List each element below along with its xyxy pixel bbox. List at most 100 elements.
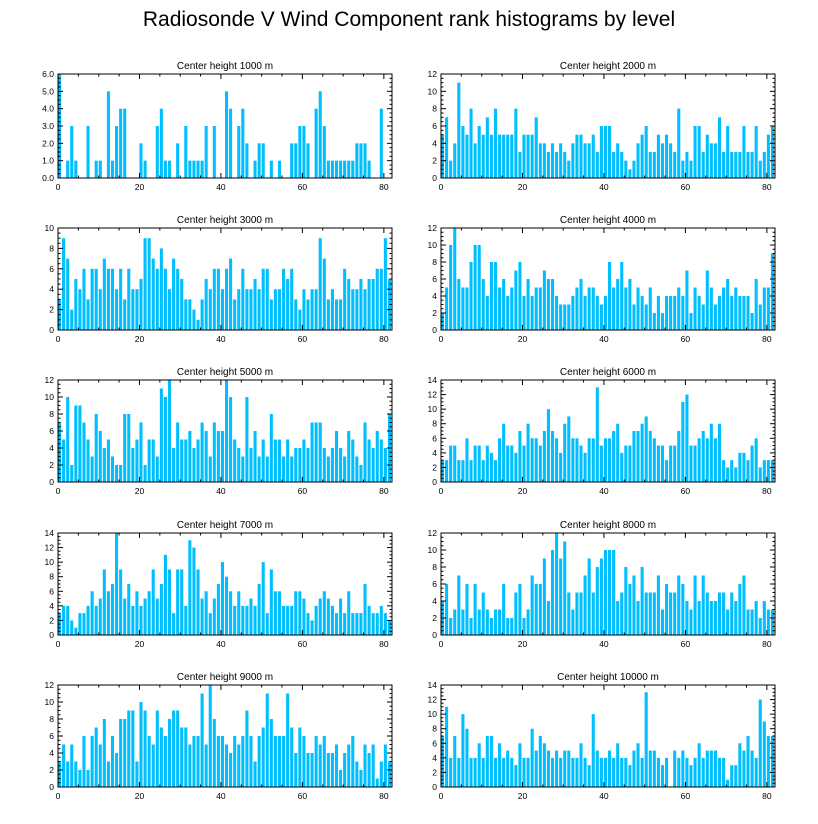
histogram-bar (534, 117, 538, 178)
histogram-bar (172, 448, 176, 482)
histogram-bar (302, 126, 306, 178)
histogram-bar (628, 445, 632, 482)
histogram-bar (628, 279, 632, 330)
histogram-bar (469, 108, 473, 178)
x-tick-label: 20 (135, 791, 145, 801)
histogram-bar (644, 126, 648, 178)
histogram-bar (159, 388, 163, 482)
histogram-bar (693, 445, 697, 482)
histogram-bar (652, 313, 656, 330)
histogram-bar (555, 152, 559, 178)
histogram-bar (347, 279, 351, 330)
histogram-bar (359, 613, 363, 635)
histogram-bar (155, 710, 159, 787)
histogram-bar (371, 448, 375, 482)
histogram-bar (550, 757, 555, 787)
y-tick-label: 5.0 (42, 86, 54, 96)
histogram-bar (534, 750, 538, 787)
histogram-bar (298, 591, 302, 635)
y-tick-label: 4 (49, 443, 54, 453)
histogram-bar (204, 591, 208, 635)
histogram-bar (546, 152, 550, 178)
histogram-bar (261, 727, 265, 787)
histogram-bar (245, 143, 249, 178)
x-tick-label: 40 (599, 334, 609, 344)
histogram-bar (192, 547, 196, 635)
histogram-bar (359, 770, 363, 787)
histogram-bar (151, 439, 155, 482)
histogram-bar (318, 238, 322, 330)
histogram-bar (245, 397, 249, 482)
histogram-bar (717, 117, 722, 178)
histogram-bar (167, 289, 172, 330)
histogram-bar (343, 753, 347, 787)
histogram-bar (750, 750, 754, 787)
histogram-bar (530, 134, 534, 178)
histogram-bar (705, 270, 709, 330)
histogram-bar (196, 569, 200, 635)
histogram-bar (701, 304, 705, 330)
histogram-bar (343, 613, 347, 635)
histogram-bar (506, 445, 510, 482)
histogram-bar (322, 736, 326, 787)
y-tick-label: 8 (432, 562, 437, 572)
histogram-bar (310, 753, 314, 787)
histogram-bar (575, 592, 579, 635)
histogram-panel: Center height 7000 m 0 20 40 60 80 0 2 4 6 8 10 12 14 (45, 520, 393, 649)
histogram-bar (322, 448, 326, 482)
histogram-bar (498, 743, 502, 787)
histogram-bar (758, 618, 762, 635)
histogram-bar (746, 296, 750, 330)
histogram-bar (603, 126, 607, 178)
histogram-bar (522, 445, 526, 482)
histogram-bar (571, 296, 575, 330)
histogram-bar (477, 445, 481, 482)
histogram-bar (282, 456, 286, 482)
x-tick-label: 80 (379, 639, 389, 649)
histogram-bar (367, 279, 371, 330)
histogram-bar (681, 296, 685, 330)
histogram-bar (351, 439, 355, 482)
histogram-bar (518, 431, 522, 482)
histogram-bar (363, 422, 367, 482)
histogram-bar (347, 591, 351, 635)
histogram-bar (453, 609, 457, 635)
histogram-bar (689, 609, 693, 635)
histogram-bar (257, 289, 261, 330)
x-tick-label: 80 (762, 334, 772, 344)
histogram-bar (143, 710, 147, 787)
histogram-bar (237, 744, 241, 787)
x-tick-label: 80 (379, 182, 389, 192)
x-tick-label: 20 (518, 791, 528, 801)
histogram-bar (216, 584, 220, 635)
histogram-bar (689, 160, 693, 178)
histogram-bar (86, 605, 90, 635)
histogram-bar (204, 431, 208, 482)
y-tick-label: 6 (432, 274, 437, 284)
histogram-bar (628, 765, 632, 787)
histogram-bar (534, 438, 538, 482)
histogram-bar (583, 143, 587, 178)
y-tick-label: 2.0 (42, 138, 54, 148)
histogram-bar (294, 591, 298, 635)
x-tick-label: 80 (379, 486, 389, 496)
histogram-bar (192, 736, 196, 787)
histogram-bar (265, 613, 269, 635)
histogram-bar (746, 152, 750, 178)
x-tick-label: 80 (762, 639, 772, 649)
x-tick-label: 60 (298, 334, 308, 344)
histogram-bar (709, 601, 713, 635)
x-tick-label: 40 (216, 334, 226, 344)
histogram-bar (587, 765, 591, 787)
histogram-bar (339, 448, 343, 482)
histogram-bar (163, 554, 167, 635)
histogram-bar (555, 438, 559, 482)
histogram-bar (538, 445, 542, 482)
histogram-bar (62, 605, 66, 635)
histogram-bar (306, 613, 310, 635)
histogram-bar (334, 431, 339, 482)
y-tick-label: 6 (432, 433, 437, 443)
histogram-bar (449, 445, 453, 482)
histogram-bar (726, 609, 730, 635)
x-tick-label: 20 (518, 639, 528, 649)
